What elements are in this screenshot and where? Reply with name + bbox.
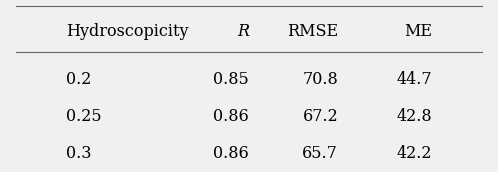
Text: ME: ME <box>404 23 432 40</box>
Text: Hydroscopicity: Hydroscopicity <box>66 23 188 40</box>
Text: 0.2: 0.2 <box>66 71 91 88</box>
Text: RMSE: RMSE <box>287 23 338 40</box>
Text: 0.86: 0.86 <box>213 108 249 125</box>
Text: 42.2: 42.2 <box>397 145 432 162</box>
Text: 65.7: 65.7 <box>302 145 338 162</box>
Text: R: R <box>237 23 249 40</box>
Text: 44.7: 44.7 <box>396 71 432 88</box>
Text: 0.3: 0.3 <box>66 145 91 162</box>
Text: 42.8: 42.8 <box>396 108 432 125</box>
Text: 0.86: 0.86 <box>213 145 249 162</box>
Text: 67.2: 67.2 <box>302 108 338 125</box>
Text: 0.85: 0.85 <box>213 71 249 88</box>
Text: 70.8: 70.8 <box>302 71 338 88</box>
Text: 0.25: 0.25 <box>66 108 102 125</box>
